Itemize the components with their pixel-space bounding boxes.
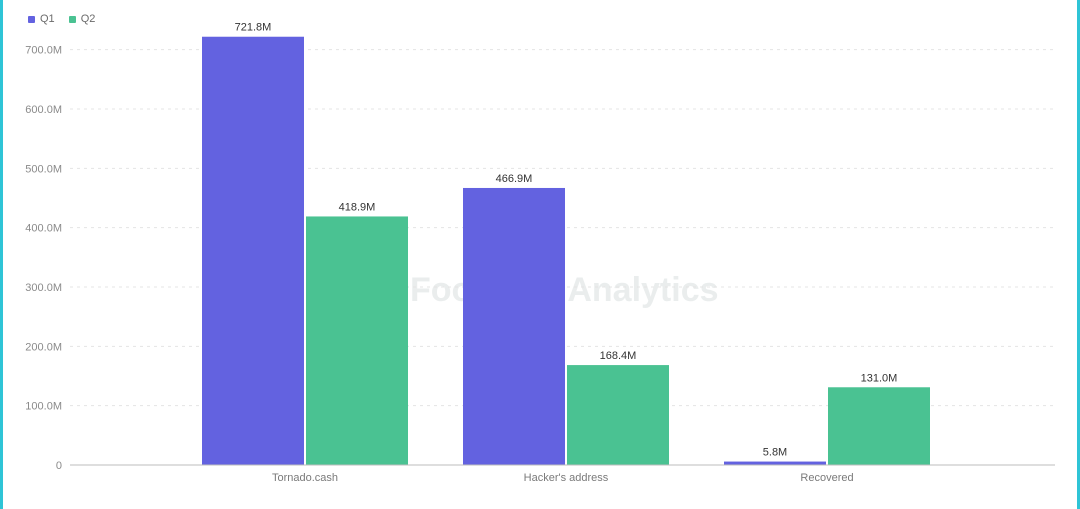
y-tick-label: 0 [56,460,62,472]
bar-q2-0[interactable] [306,216,408,465]
x-tick-label: Recovered [800,472,853,484]
legend-label-q2: Q2 [80,13,96,25]
legend-swatch-q2 [68,15,76,23]
bars: 721.8M 418.9M 466.9M 168.4M 5.8M 131.0M [202,22,930,466]
legend: Q1 Q2 [28,13,95,25]
bar-q2-1[interactable] [567,365,669,465]
bar-q1-2[interactable] [724,461,826,465]
data-label: 168.4M [600,350,637,362]
x-tick-label: Hacker's address [524,472,609,484]
legend-swatch-q1 [28,15,35,23]
data-label: 721.8M [235,22,272,34]
bar-q1-0[interactable] [202,36,304,466]
y-tick-label: 700.0M [25,45,62,57]
y-tick-label: 300.0M [25,282,62,294]
y-axis: 0 100.0M 200.0M 300.0M 400.0M 500.0M 600.0M 700… [25,45,62,472]
legend-item-q1[interactable]: Q1 [28,13,55,25]
x-tick-label: Tornado.cash [272,472,338,484]
data-label: 5.8M [763,447,787,459]
data-label: 466.9M [496,173,533,185]
data-label: 131.0M [861,372,898,384]
legend-item-q2[interactable]: Q2 [68,13,96,25]
y-tick-label: 600.0M [25,104,62,116]
y-tick-label: 100.0M [25,401,62,413]
x-axis: Tornado.cash Hacker's address Recovered [70,464,1055,484]
legend-label-q1: Q1 [40,13,55,25]
bar-q1-1[interactable] [463,187,565,466]
data-label: 418.9M [339,201,376,213]
bar-q2-2[interactable] [828,387,930,465]
y-tick-label: 400.0M [25,223,62,235]
y-tick-label: 200.0M [25,341,62,353]
y-tick-label: 500.0M [25,163,62,175]
